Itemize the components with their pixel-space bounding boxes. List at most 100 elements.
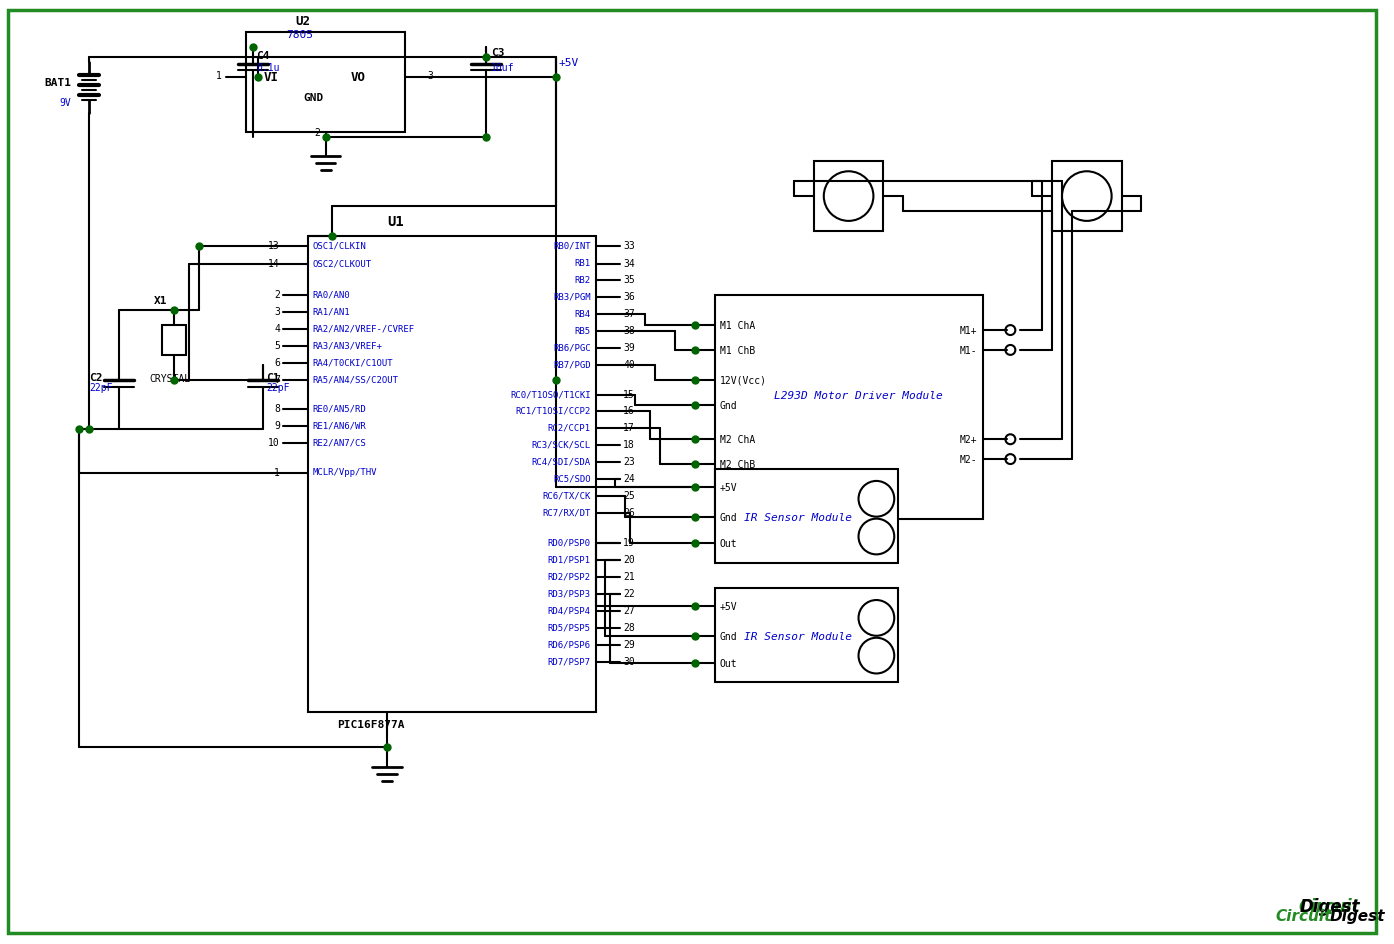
Text: Out: Out — [719, 539, 737, 548]
Text: 39: 39 — [623, 343, 636, 352]
Text: RD3/PSP3: RD3/PSP3 — [548, 589, 591, 598]
Text: RA4/T0CKI/C1OUT: RA4/T0CKI/C1OUT — [312, 358, 393, 367]
Text: RC6/TX/CK: RC6/TX/CK — [542, 491, 591, 499]
Text: VO: VO — [350, 72, 365, 84]
Text: 0.1u: 0.1u — [256, 63, 280, 73]
Text: OSC2/CLKOUT: OSC2/CLKOUT — [312, 259, 372, 268]
Text: X1: X1 — [153, 296, 167, 306]
Text: Gnd: Gnd — [719, 400, 737, 410]
Bar — [308, 237, 595, 713]
Text: RC0/T1OSO/T1CKI: RC0/T1OSO/T1CKI — [510, 390, 591, 398]
Bar — [162, 326, 185, 356]
Text: 14: 14 — [268, 259, 280, 268]
Text: C2: C2 — [89, 372, 103, 382]
Text: 37: 37 — [623, 309, 636, 319]
Text: 12V(Vcc): 12V(Vcc) — [719, 376, 767, 385]
Text: RA1/AN1: RA1/AN1 — [312, 308, 350, 316]
Text: VI: VI — [263, 72, 279, 84]
Text: 19: 19 — [623, 538, 636, 548]
Text: Circuit: Circuit — [1298, 897, 1359, 915]
Text: M2-: M2- — [960, 455, 977, 464]
Bar — [247, 33, 404, 132]
Text: RD0/PSP0: RD0/PSP0 — [548, 538, 591, 548]
Text: 28: 28 — [623, 622, 636, 632]
Text: M2 ChA: M2 ChA — [719, 435, 754, 445]
Text: C1: C1 — [266, 372, 279, 382]
Text: 15: 15 — [623, 389, 636, 399]
Text: U2: U2 — [296, 15, 311, 28]
Text: RC2/CCP1: RC2/CCP1 — [548, 424, 591, 432]
Text: RD1/PSP1: RD1/PSP1 — [548, 555, 591, 565]
Text: 16: 16 — [623, 406, 636, 416]
Text: 2: 2 — [275, 290, 280, 300]
Text: 22: 22 — [623, 588, 636, 598]
Text: Digest: Digest — [1299, 897, 1359, 915]
Text: 3: 3 — [428, 71, 434, 81]
Text: 36: 36 — [623, 292, 636, 302]
Text: M1+: M1+ — [960, 326, 977, 336]
Text: GND: GND — [304, 93, 323, 103]
Text: M2+: M2+ — [960, 435, 977, 445]
Text: 33: 33 — [623, 241, 636, 250]
Text: RD7/PSP7: RD7/PSP7 — [548, 656, 591, 666]
Text: Gnd: Gnd — [719, 632, 737, 641]
Text: 7: 7 — [275, 375, 280, 384]
Text: RB4: RB4 — [574, 310, 591, 318]
Text: Circuit: Circuit — [1276, 908, 1331, 923]
Text: L293D Motor Driver Module: L293D Motor Driver Module — [774, 390, 942, 400]
Text: IR Sensor Module: IR Sensor Module — [744, 632, 852, 641]
Text: 13: 13 — [268, 241, 280, 250]
Text: Gnd: Gnd — [719, 512, 737, 522]
Text: RA5/AN4/SS/C2OUT: RA5/AN4/SS/C2OUT — [312, 375, 399, 384]
Bar — [715, 588, 898, 683]
Text: CRYSTAL: CRYSTAL — [149, 373, 190, 383]
Text: C3: C3 — [491, 48, 505, 59]
Text: 1: 1 — [216, 71, 222, 81]
Text: RE0/AN5/RD: RE0/AN5/RD — [312, 405, 367, 413]
Bar — [1052, 162, 1122, 231]
Text: RB0/INT: RB0/INT — [553, 241, 591, 250]
Text: IR Sensor Module: IR Sensor Module — [744, 512, 852, 522]
Text: 23: 23 — [623, 457, 636, 466]
Text: RB5: RB5 — [574, 327, 591, 335]
Text: 10uf: 10uf — [491, 63, 514, 73]
Text: RD4/PSP4: RD4/PSP4 — [548, 606, 591, 615]
Text: +5V: +5V — [559, 58, 579, 68]
Text: RB1: RB1 — [574, 259, 591, 268]
Text: PIC16F877A: PIC16F877A — [337, 719, 404, 730]
Text: 2: 2 — [315, 127, 321, 138]
Bar — [715, 469, 898, 564]
Text: 9V: 9V — [60, 97, 71, 108]
Text: 21: 21 — [623, 572, 636, 582]
Text: 3: 3 — [275, 307, 280, 317]
Text: RC5/SDO: RC5/SDO — [553, 474, 591, 483]
Text: 7805: 7805 — [286, 30, 312, 41]
Text: RC7/RX/DT: RC7/RX/DT — [542, 508, 591, 516]
Text: OSC1/CLKIN: OSC1/CLKIN — [312, 241, 367, 250]
Text: RD5/PSP5: RD5/PSP5 — [548, 623, 591, 632]
Text: M2 ChB: M2 ChB — [719, 460, 754, 469]
Bar — [715, 296, 983, 519]
Text: RB6/PGC: RB6/PGC — [553, 343, 591, 352]
Text: 30: 30 — [623, 656, 636, 666]
Text: Digest: Digest — [1330, 908, 1386, 923]
Text: RC4/SDI/SDA: RC4/SDI/SDA — [531, 457, 591, 466]
Text: 5: 5 — [275, 341, 280, 350]
Text: 24: 24 — [623, 474, 636, 483]
Text: RC3/SCK/SCL: RC3/SCK/SCL — [531, 440, 591, 449]
Text: 6: 6 — [275, 358, 280, 367]
Text: Out: Out — [719, 658, 737, 667]
Text: 20: 20 — [623, 555, 636, 565]
Text: BAT1: BAT1 — [45, 77, 71, 88]
Text: RE1/AN6/WR: RE1/AN6/WR — [312, 421, 367, 430]
Text: 38: 38 — [623, 326, 636, 336]
Text: +5V: +5V — [719, 601, 737, 612]
Text: 1: 1 — [275, 467, 280, 478]
Text: 8: 8 — [275, 404, 280, 414]
Text: RB2: RB2 — [574, 276, 591, 285]
Text: 40: 40 — [623, 360, 636, 369]
Text: RC1/T1OSI/CCP2: RC1/T1OSI/CCP2 — [516, 407, 591, 415]
Text: M1 ChA: M1 ChA — [719, 321, 754, 330]
Text: RE2/AN7/CS: RE2/AN7/CS — [312, 438, 367, 447]
Text: 26: 26 — [623, 507, 636, 517]
